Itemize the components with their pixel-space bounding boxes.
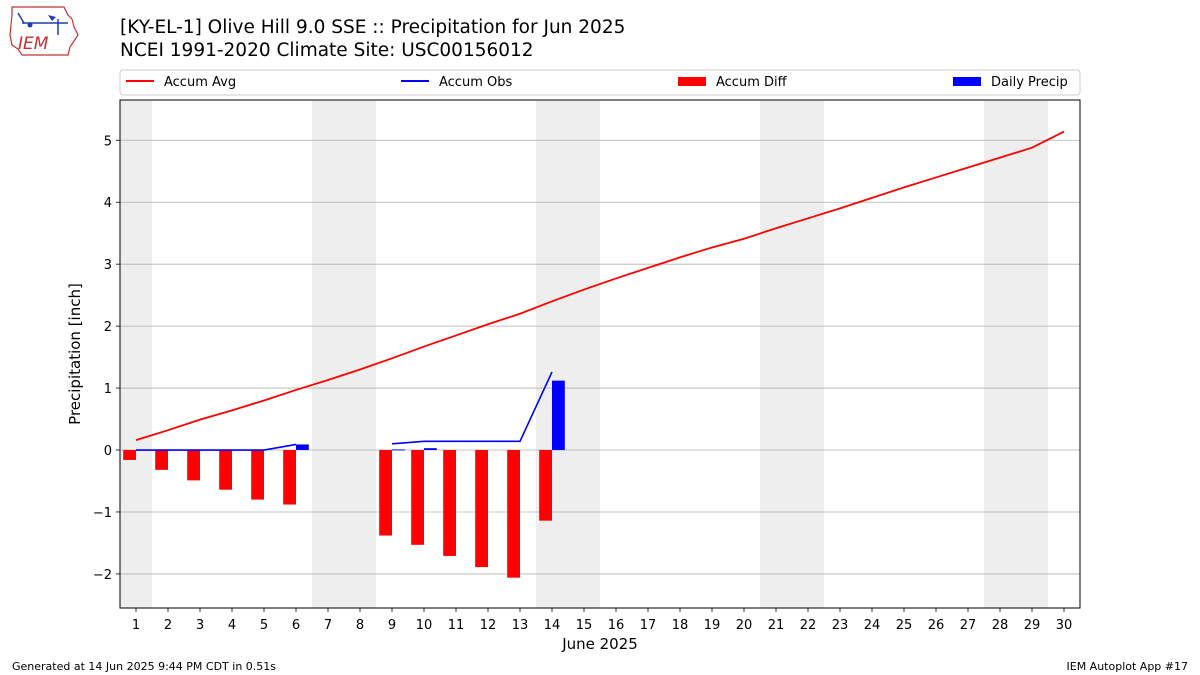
x-tick-label: 10 [416,618,433,633]
x-tick-label: 5 [260,618,268,633]
iowa-state-logo-icon: IEM [9,6,79,56]
daily-precip-bar [296,444,309,451]
x-tick-label: 16 [608,618,625,633]
x-tick-label: 11 [448,618,465,633]
x-tick-label: 13 [512,618,529,633]
x-tick-label: 20 [736,618,753,633]
weekend-shade [792,100,824,608]
accum-diff-bar [123,450,136,460]
weekend-shade [120,100,152,608]
y-tick-label: 0 [104,444,112,459]
weekend-shade [568,100,600,608]
x-tick-label: 9 [388,618,396,633]
accum-diff-bar [539,450,552,521]
accum-diff-bar [443,450,456,556]
accum-diff-bar [283,450,296,505]
x-tick-label: 27 [960,618,977,633]
accum-diff-bar [155,450,168,470]
accum-obs-line [136,443,297,451]
x-tick-label: 18 [672,618,689,633]
legend-frame [119,69,1081,96]
x-tick-label: 22 [800,618,817,633]
x-tick-label: 6 [292,618,300,633]
x-axis-label: June 2025 [561,635,638,653]
accum-diff-bar [187,450,200,481]
y-tick-label: 2 [104,320,112,335]
weekend-shade [344,100,376,608]
weekend-shade [536,100,568,608]
weekend-shade [760,100,792,608]
legend-accum-obs-label: Accum Obs [439,75,512,90]
accum-diff-bar [507,450,520,578]
weekend-shade [1016,100,1048,608]
accum-avg-line [135,130,1065,441]
legend-daily-precip-label: Daily Precip [991,75,1068,90]
x-tick-label: 21 [768,618,785,633]
y-tick-label: 5 [104,134,112,149]
y-tick-label: 3 [104,258,112,273]
x-tick-label: 8 [356,618,364,633]
x-tick-label: 7 [324,618,332,633]
daily-precip-bar [552,380,565,451]
x-tick-label: 1 [132,618,140,633]
x-tick-label: 12 [480,618,497,633]
x-tick-label: 2 [164,618,172,633]
y-axis-label: Precipitation [inch] [66,283,84,425]
generated-timestamp: Generated at 14 Jun 2025 9:44 PM CDT in … [12,660,277,673]
x-tick-label: 17 [640,618,657,633]
daily-precip-bar [392,449,405,451]
accum-diff-bar [251,450,264,500]
plot-frame [119,99,1081,609]
x-tick-label: 29 [1024,618,1041,633]
y-tick-label: −1 [93,506,112,521]
x-tick-label: 30 [1056,618,1073,633]
legend-accum-diff-swatch [678,77,706,86]
x-tick-label: 3 [196,618,204,633]
accum-diff-bar [379,450,392,536]
weekend-shade [984,100,1016,608]
y-tick-label: 1 [104,382,112,397]
legend-accum-diff-label: Accum Diff [716,75,788,90]
x-tick-label: 15 [576,618,593,633]
chart-subtitle: NCEI 1991-2020 Climate Site: USC00156012 [120,40,534,61]
accum-obs-line [391,371,553,445]
legend-accum-avg-label: Accum Avg [164,75,236,90]
daily-precip-bar [424,448,437,451]
x-tick-label: 4 [228,618,236,633]
legend: Accum Avg Accum Obs Accum Diff Daily Precip [119,69,1081,96]
x-tick-label: 19 [704,618,721,633]
legend-daily-precip-swatch [953,77,981,86]
accum-diff-bar [219,450,232,490]
app-credit: IEM Autoplot App #17 [1066,660,1189,673]
y-tick-label: 4 [104,196,112,211]
y-tick-label: −2 [93,568,112,583]
iem-logo: IEM [8,5,80,61]
x-tick-label: 26 [928,618,945,633]
accum-diff-bar [475,450,488,568]
logo-text: IEM [18,34,49,54]
chart-title: [KY-EL-1] Olive Hill 9.0 SSE :: Precipit… [120,17,626,38]
weekend-shade [312,100,344,608]
x-tick-label: 28 [992,618,1009,633]
x-tick-label: 23 [832,618,849,633]
accum-diff-bar [411,450,424,545]
x-tick-label: 25 [896,618,913,633]
x-tick-label: 14 [544,618,561,633]
x-tick-label: 24 [864,618,881,633]
